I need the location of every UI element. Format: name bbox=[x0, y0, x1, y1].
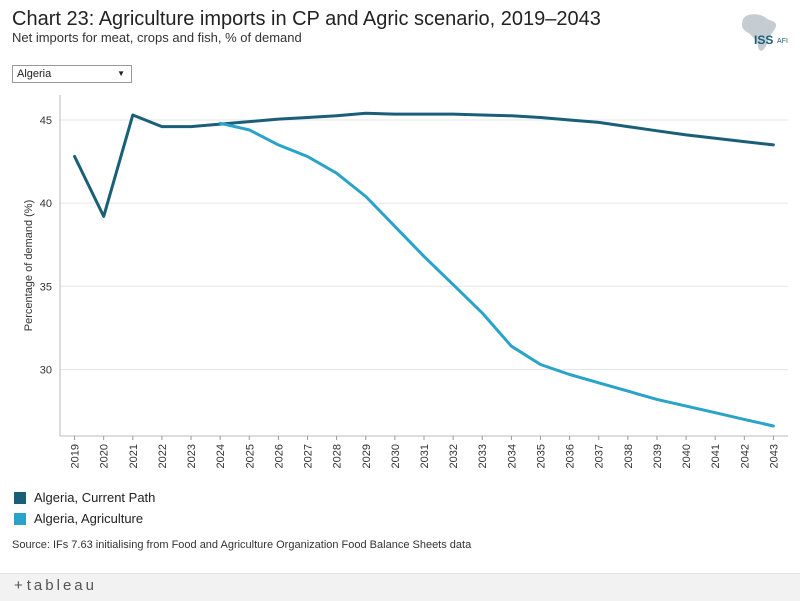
legend-label-agriculture: Algeria, Agriculture bbox=[34, 511, 144, 526]
x-tick-label-2030: 2030 bbox=[390, 444, 402, 468]
x-tick-label-2036: 2036 bbox=[565, 444, 577, 468]
logo-afi-text: AFI bbox=[777, 38, 788, 45]
x-tick-label-2019: 2019 bbox=[70, 444, 82, 468]
y-tick-label-35: 35 bbox=[40, 281, 52, 293]
tableau-footer: + tableau bbox=[0, 573, 800, 601]
x-tick-label-2026: 2026 bbox=[273, 444, 285, 468]
x-tick-label-2034: 2034 bbox=[506, 444, 518, 468]
line-chart: 30 35 40 45 2019 2020 2021 2022 2023 2024 2025 2026… bbox=[23, 95, 788, 468]
y-tick-label-30: 30 bbox=[40, 364, 52, 376]
x-tick-label-2027: 2027 bbox=[303, 444, 315, 468]
legend-swatch-current-path bbox=[14, 491, 26, 504]
x-tick-label-2041: 2041 bbox=[710, 444, 722, 468]
x-tick-label-2021: 2021 bbox=[128, 444, 140, 468]
tableau-plus-icon: + bbox=[14, 577, 23, 594]
iss-africa-logo: ISS AFI bbox=[742, 14, 788, 51]
x-tick-label-2025: 2025 bbox=[244, 444, 256, 468]
tableau-brand-link[interactable]: + tableau bbox=[14, 577, 97, 594]
axis-layer: 30 35 40 45 2019 2020 2021 2022 2023 2024 2025 2026… bbox=[40, 95, 788, 468]
country-filter-value: Algeria bbox=[17, 68, 52, 80]
y-tick-label-45: 45 bbox=[40, 115, 52, 127]
x-tick-label-2039: 2039 bbox=[652, 444, 664, 468]
logo-iss-text: ISS bbox=[754, 33, 773, 47]
grid-layer bbox=[60, 119, 788, 370]
x-tick-label-2042: 2042 bbox=[739, 444, 751, 468]
series-line-algeria-agriculture[interactable] bbox=[218, 121, 775, 428]
tableau-brand-text: tableau bbox=[26, 577, 97, 594]
x-tick-label-2023: 2023 bbox=[186, 444, 198, 468]
legend-label-current-path: Algeria, Current Path bbox=[34, 490, 156, 505]
x-tick-label-2035: 2035 bbox=[535, 444, 547, 468]
x-tick-label-2020: 2020 bbox=[99, 444, 111, 468]
x-tick-label-2024: 2024 bbox=[215, 444, 227, 468]
x-tick-label-2028: 2028 bbox=[332, 444, 344, 468]
source-note: Source: IFs 7.63 initialising from Food … bbox=[12, 539, 472, 551]
x-tick-label-2022: 2022 bbox=[157, 444, 169, 468]
legend-swatch-agriculture bbox=[14, 512, 26, 525]
chart-title: Chart 23: Agriculture imports in CP and … bbox=[12, 8, 601, 30]
chart-subtitle: Net imports for meat, crops and fish, % … bbox=[12, 30, 302, 45]
x-tick-label-2033: 2033 bbox=[477, 444, 489, 468]
x-tick-label-2031: 2031 bbox=[419, 444, 431, 468]
y-axis-label: Percentage of demand (%) bbox=[23, 200, 35, 331]
x-tick-label-2029: 2029 bbox=[361, 444, 373, 468]
series-line-algeria-current-path[interactable] bbox=[73, 111, 775, 218]
x-tick-label-2043: 2043 bbox=[768, 444, 780, 468]
chart-legend: Algeria, Current Path Algeria, Agricultu… bbox=[14, 487, 155, 529]
x-tick-label-2038: 2038 bbox=[623, 444, 635, 468]
x-tick-label-2037: 2037 bbox=[594, 444, 606, 468]
line-layer[interactable] bbox=[73, 111, 775, 428]
country-filter-dropdown[interactable]: Algeria ▼ bbox=[12, 65, 132, 83]
legend-item-current-path[interactable]: Algeria, Current Path bbox=[14, 487, 155, 508]
y-tick-label-40: 40 bbox=[40, 198, 52, 210]
x-tick-label-2040: 2040 bbox=[681, 444, 693, 468]
x-tick-label-2032: 2032 bbox=[448, 444, 460, 468]
africa-map-icon bbox=[742, 14, 777, 51]
legend-item-agriculture[interactable]: Algeria, Agriculture bbox=[14, 508, 155, 529]
dropdown-arrow-icon[interactable]: ▼ bbox=[117, 69, 125, 78]
